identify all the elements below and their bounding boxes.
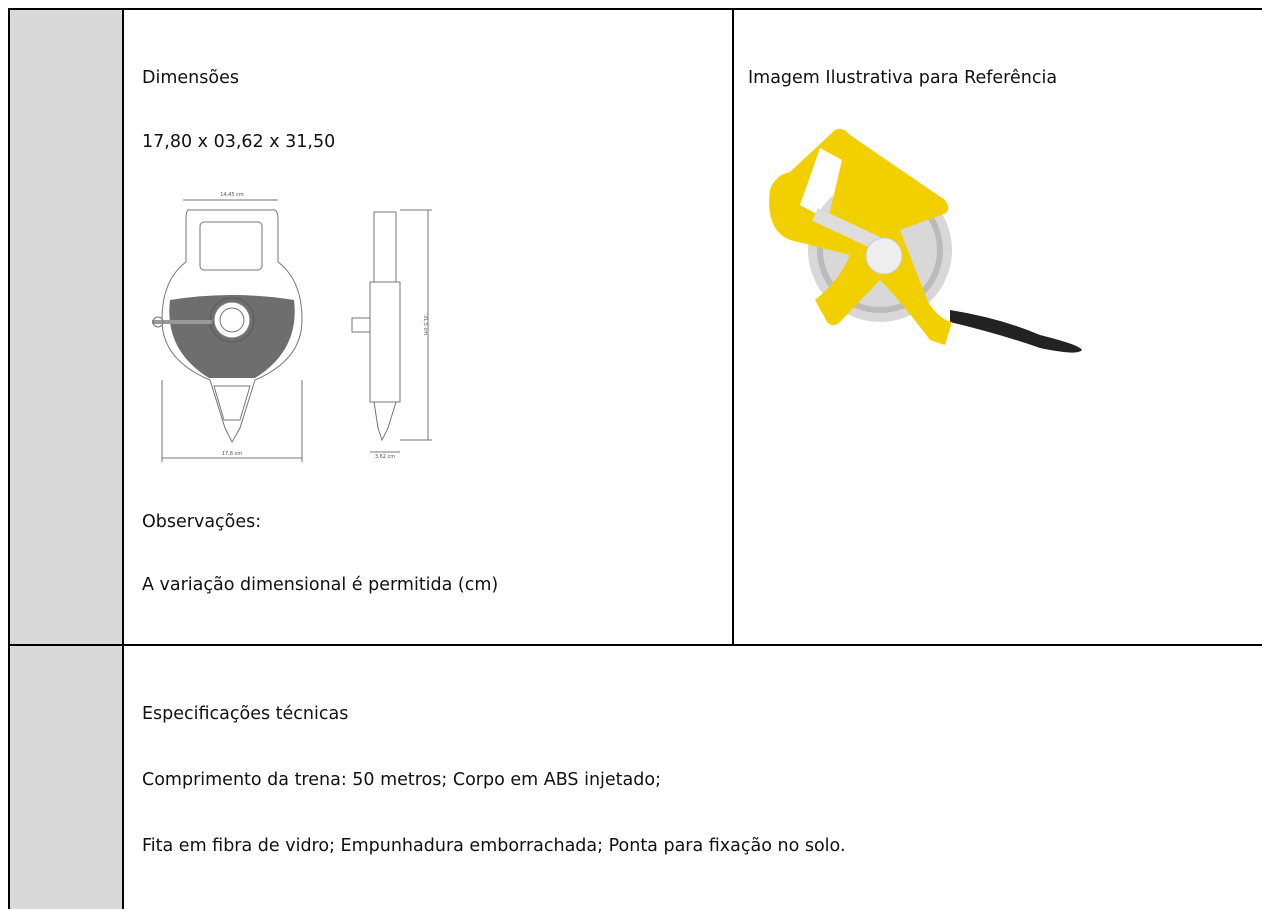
technical-drawing [152, 199, 432, 462]
drawing-label: 17,8 cm [222, 451, 242, 457]
section-title: Especificações técnicas [142, 704, 349, 724]
spec-line: Comprimento da trena: 50 metros; Corpo e… [142, 770, 661, 790]
side-column [9, 9, 123, 909]
drawing-label: 14,45 cm [220, 192, 244, 198]
table-borders [8, 8, 1262, 909]
reference-image [769, 128, 1082, 353]
notes-text: A variação dimensional é permitida (cm) [142, 575, 499, 595]
spec-line: Fita em fibra de vidro; Empunhadura embo… [142, 836, 846, 856]
dimension-value: 17,80 x 03,62 x 31,50 [142, 132, 336, 152]
section-title: Imagem Ilustrativa para Referência [748, 68, 1058, 88]
drawing-label: 3,62 cm [375, 454, 395, 460]
section-title: Dimensões [142, 68, 239, 88]
drawing-label: 31,5 cm [422, 315, 428, 335]
notes-title: Observações: [142, 512, 262, 532]
